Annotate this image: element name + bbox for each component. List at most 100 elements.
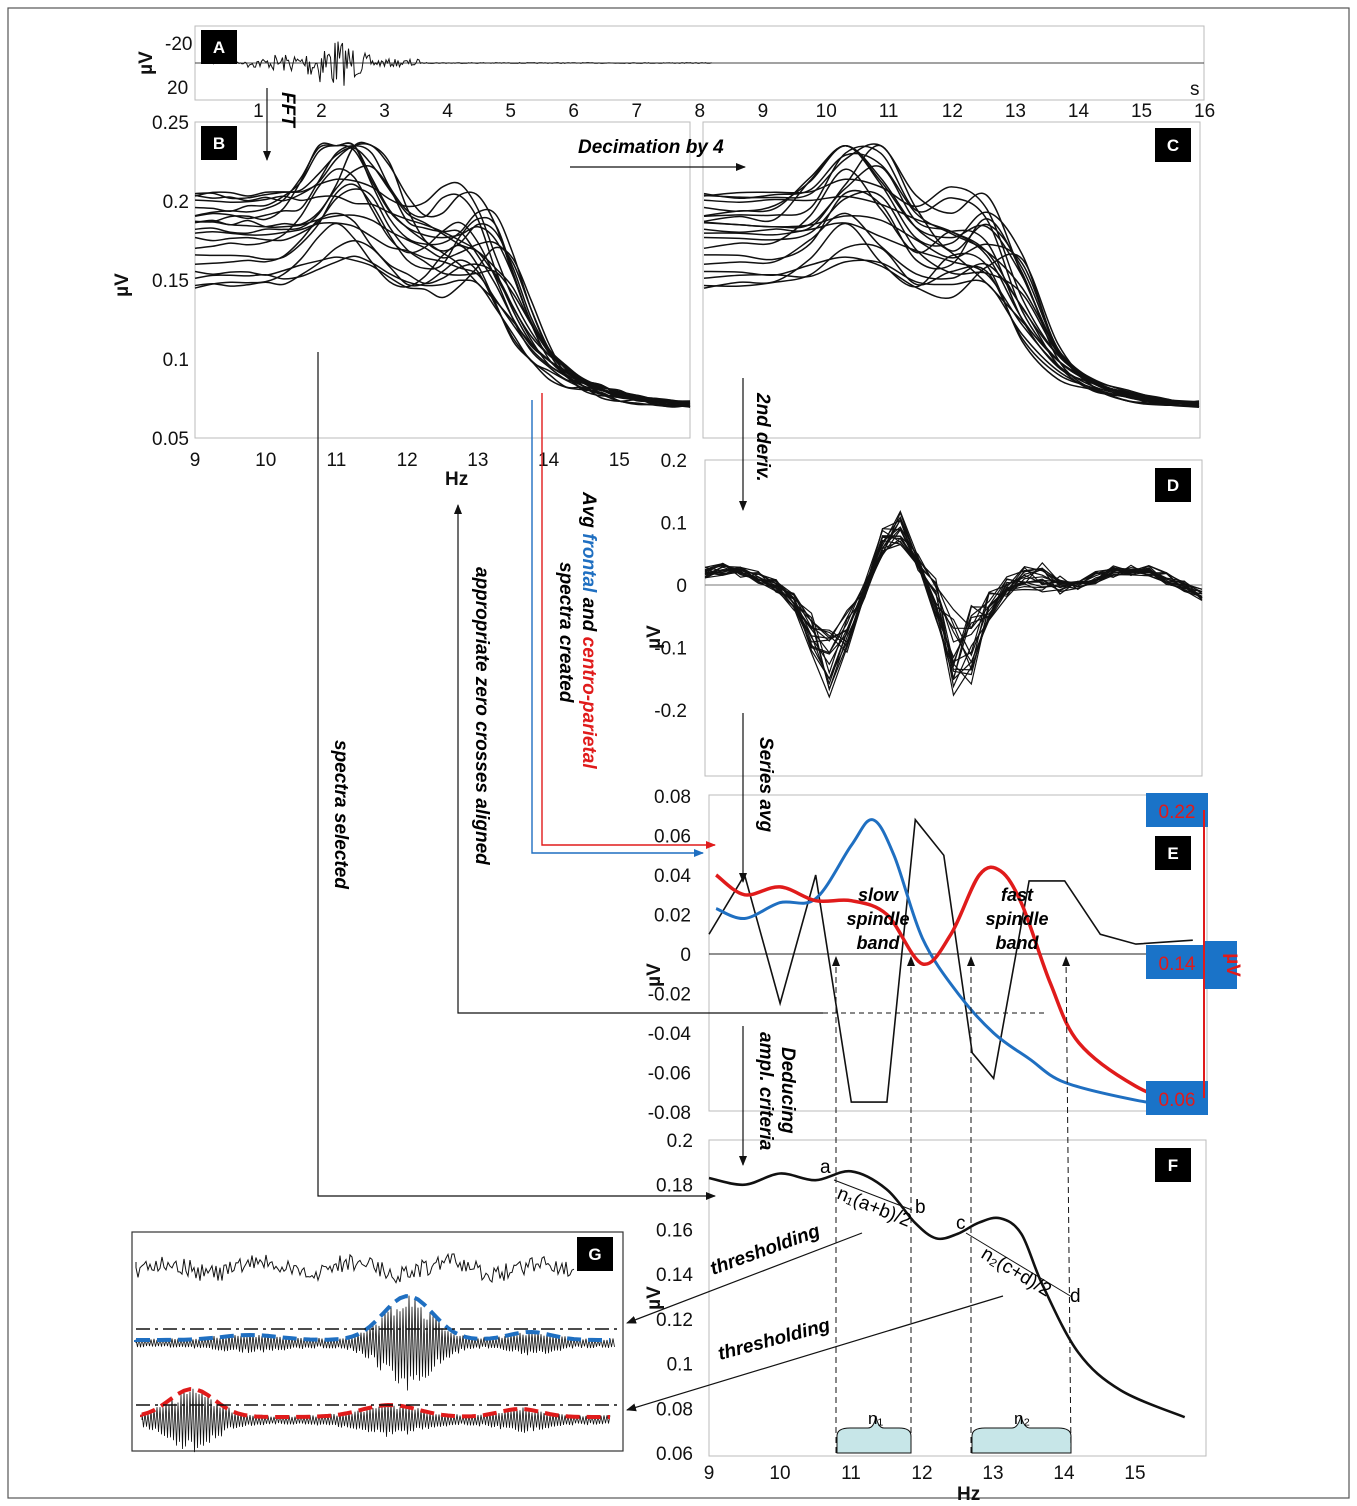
panel-a-xtick: 15 [1131, 101, 1152, 122]
panel-a-ylabel: µV [136, 51, 157, 75]
panel-g-envelope-frontal [136, 1294, 610, 1342]
panel-b-xtick: 13 [467, 450, 488, 471]
panel-f-xtick: 11 [841, 1463, 861, 1484]
thresholding-label-fast: thresholding [716, 1315, 833, 1365]
panel-e-right-tick: 0.14 [1159, 954, 1196, 975]
panel-f-ytick: 0.14 [656, 1265, 693, 1286]
panel-a-eeg-trace [211, 41, 712, 86]
fft-label: FFT [277, 92, 298, 128]
derivative-line [704, 543, 1203, 657]
zero-cross-label: appropriate zero crosses aligned [471, 567, 492, 865]
panel-a: A -20 20 µV s 1 2 3 4 5 6 7 8 9 10 11 12 13 14 15 16 [136, 25, 1215, 122]
panel-e-ytick: 0 [680, 945, 691, 966]
panel-b-yticks: 0.25 0.2 0.15 0.1 0.05 [152, 113, 189, 450]
panel-f-ytick: 0.16 [656, 1220, 693, 1241]
decimated-spectrum-line [703, 243, 1200, 406]
decimation-label: Decimation by 4 [578, 137, 724, 158]
panel-g-letter: G [588, 1245, 601, 1264]
avg-label-frontal: frontal [578, 533, 599, 593]
panel-e: E 0.080.060.040.020-0.02-0.04-0.06-0.08 … [644, 787, 1243, 1124]
panel-e-yticks: 0.08 0.06 0.04 0.02 0 -0.02 -0.04 -0.06 -0.08 [648, 787, 692, 1124]
panel-e-frontal-spectrum [715, 818, 1194, 1110]
panel-a-ytick: 20 [167, 78, 188, 99]
panel-a-xtick: 7 [631, 101, 642, 122]
panel-e-right-tick-box [1146, 793, 1208, 827]
panel-a-xtick: 2 [316, 101, 327, 122]
avg-label-and: and [578, 592, 599, 636]
slow-threshold-formula: n₁(a+b)/2 [834, 1183, 914, 1232]
panel-b-ytick: 0.1 [163, 350, 189, 371]
panel-f-xtick: 13 [982, 1463, 1003, 1484]
spectrum-line [194, 212, 691, 407]
panel-f-ytick: 0.08 [656, 1399, 693, 1420]
panel-e-right-tick: 0.22 [1159, 802, 1196, 823]
panel-d-ytick: 0.2 [661, 451, 687, 472]
panel-a-xtick: 11 [879, 101, 899, 122]
deducing-label: ampl. criteria [755, 1032, 776, 1151]
panel-d-letter: D [1167, 476, 1179, 495]
panel-b-xtick: 12 [397, 450, 418, 471]
panel-b-xtick: 9 [190, 450, 201, 471]
panel-e-ytick: 0.06 [654, 827, 691, 848]
panel-f-badge [1155, 1148, 1191, 1182]
n2-label: n₂ [1014, 1409, 1030, 1428]
panel-a-xtick: 14 [1068, 101, 1090, 122]
panel-c-letter: C [1167, 136, 1179, 155]
derivative-line [704, 528, 1203, 666]
decimated-spectrum-line [703, 253, 1200, 407]
decimated-spectrum-line [703, 214, 1200, 405]
panel-d-derivatives [704, 509, 1203, 699]
spectrum-line [194, 221, 691, 404]
decimated-spectrum-line [703, 168, 1200, 408]
panel-a-xtick: 8 [695, 101, 706, 122]
panel-b-ytick: 0.15 [152, 271, 189, 292]
panel-d-ytick: 0 [676, 576, 687, 597]
panel-g-envelope-centroparietal [140, 1387, 610, 1419]
panel-f-ytick: 0.2 [667, 1131, 693, 1152]
decimated-spectrum-line [703, 222, 1200, 403]
fast-band-label: fast [1001, 885, 1034, 905]
second-deriv-label: 2nd deriv. [752, 392, 773, 482]
panel-c-badge [1155, 128, 1191, 162]
panel-e-letter: E [1167, 844, 1178, 863]
decimated-spectrum-line [703, 190, 1200, 408]
threshold-line-slow [833, 1179, 913, 1211]
panel-e-ytick: -0.02 [648, 985, 691, 1006]
panel-e-ytick: -0.04 [648, 1024, 692, 1045]
panel-f-xtick: 14 [1053, 1463, 1075, 1484]
panel-d: D 0.2 0.1 0 -0.1 -0.2 µV [644, 451, 1203, 777]
derivative-line [704, 518, 1203, 675]
panel-e-right-tick: 0.06 [1159, 1090, 1196, 1111]
thresholding-label-slow: thresholding [708, 1220, 824, 1279]
panel-d-frame [704, 459, 1203, 777]
panel-e-ytick: 0.02 [654, 906, 691, 927]
panel-f: n₁ n₂ a b c d n₁(a+b)/2 n₂(c+d)/2 F 0.20… [644, 1131, 1207, 1505]
panel-b-spectra [194, 141, 691, 408]
panel-a-xtick: 12 [942, 101, 963, 122]
panel-e-right-label-box [1203, 941, 1237, 989]
panel-d-ylabel: µV [644, 625, 665, 649]
panel-d-ytick: -0.2 [654, 701, 687, 722]
spectrum-line [194, 142, 691, 407]
point-d-label: d [1070, 1286, 1081, 1307]
panel-a-xticks: 1 2 3 4 5 6 7 8 9 10 11 12 13 14 15 16 [253, 101, 1215, 122]
panel-b-xtick: 15 [609, 450, 630, 471]
centroparietal-average-arrow [541, 393, 716, 849]
fast-band-label: band [996, 933, 1040, 953]
panel-b: B 0.25 0.2 0.15 0.1 0.05 9 10 11 12 13 14 15 µV Hz [112, 113, 691, 490]
decimated-spectrum-line [703, 144, 1200, 408]
panel-e-ytick: -0.06 [648, 1064, 691, 1085]
panel-a-xtick: 1 [253, 101, 264, 122]
panel-f-ytick: 0.12 [656, 1310, 693, 1331]
panel-c: C [702, 121, 1201, 439]
panel-e-ylabel: µV [644, 963, 665, 987]
spectrum-line [194, 183, 691, 404]
panel-f-frame [708, 1139, 1207, 1457]
decimated-spectrum-line [703, 195, 1200, 406]
derivative-line [704, 511, 1203, 681]
panel-e-centroparietal-spectrum [715, 865, 1194, 1110]
derivative-line [704, 516, 1203, 686]
spectrum-line [194, 168, 691, 408]
frontal-average-arrow [531, 400, 704, 857]
panel-a-xtick: 9 [758, 101, 769, 122]
